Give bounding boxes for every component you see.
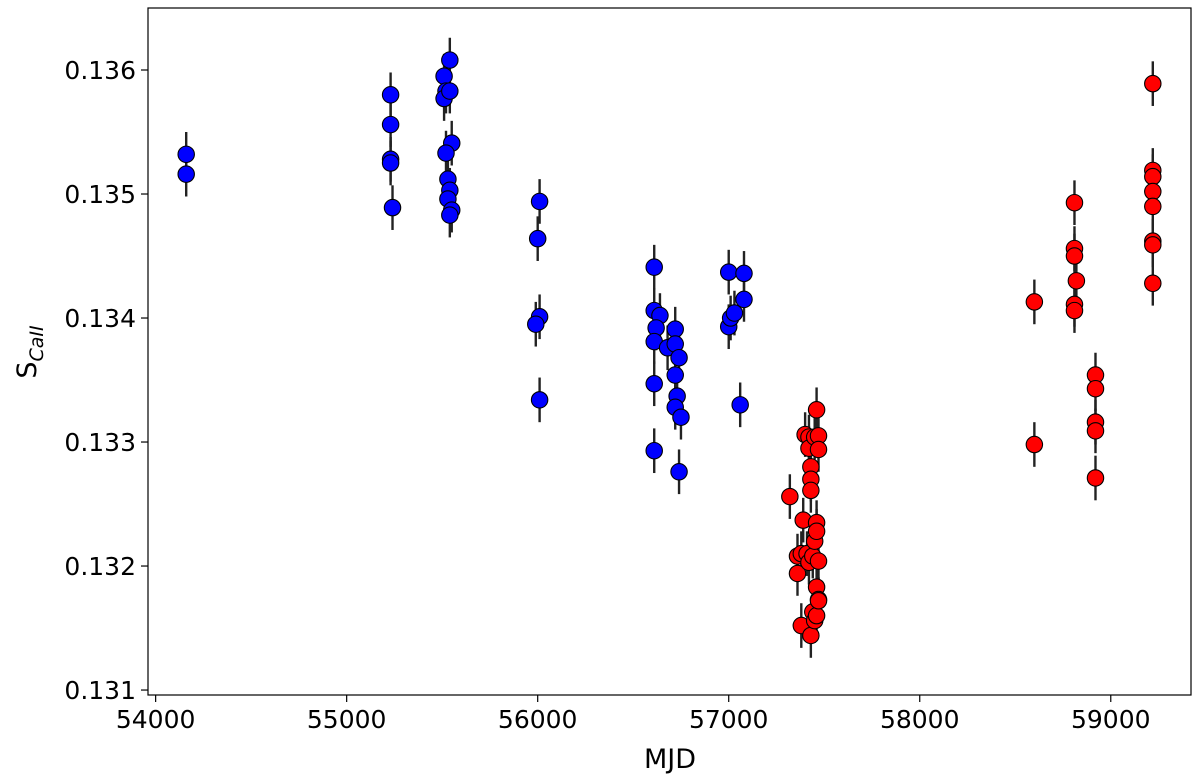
data-point — [1144, 167, 1162, 186]
data-point — [381, 86, 400, 104]
data-point — [809, 592, 828, 610]
data-point — [527, 315, 545, 333]
x-tick-label: 59000 — [1071, 705, 1151, 734]
y-axis-title-subscript: CaII — [26, 325, 48, 362]
x-tick-label: 55000 — [307, 705, 387, 734]
x-tick-label: 58000 — [880, 705, 960, 734]
data-point — [807, 401, 826, 419]
data-point — [1086, 469, 1105, 487]
data-point — [725, 304, 744, 322]
data-point — [1067, 272, 1086, 290]
data-point — [441, 51, 459, 69]
data-point — [672, 408, 690, 426]
data-point — [1144, 236, 1162, 254]
data-point — [666, 366, 684, 384]
data-point — [670, 463, 688, 481]
data-point — [666, 320, 684, 338]
data-point — [645, 258, 663, 276]
y-tick-label: 0.135 — [64, 180, 136, 209]
data-point — [177, 145, 195, 164]
data-point — [807, 522, 826, 541]
data-point — [670, 348, 688, 367]
y-tick-label: 0.133 — [64, 428, 136, 457]
data-point — [1144, 274, 1162, 293]
data-point — [437, 144, 455, 162]
data-point — [809, 552, 828, 570]
data-point — [807, 606, 826, 625]
data-point — [1025, 293, 1044, 311]
data-point — [731, 396, 749, 414]
y-tick-label: 0.136 — [64, 56, 136, 85]
x-tick-label: 57000 — [689, 705, 769, 734]
data-point — [383, 198, 402, 217]
data-point — [645, 441, 663, 460]
data-point — [719, 263, 738, 281]
data-point — [809, 440, 828, 459]
data-point — [177, 165, 195, 183]
data-point — [528, 229, 547, 248]
y-axis-title-main: S — [12, 361, 43, 378]
data-point — [788, 564, 807, 583]
data-point — [781, 487, 799, 506]
x-tick-label: 56000 — [498, 705, 578, 734]
data-point — [1144, 182, 1162, 201]
x-axis-title: MJD — [644, 744, 696, 775]
data-point — [435, 67, 453, 85]
data-points — [177, 51, 1162, 645]
y-axis: 0.131 0.132 0.133 0.134 0.135 0.136 — [64, 56, 148, 705]
data-point — [1065, 247, 1084, 265]
data-point — [735, 264, 753, 283]
data-point — [802, 626, 820, 645]
y-tick-label: 0.132 — [64, 552, 136, 581]
x-tick-label: 54000 — [116, 705, 196, 734]
data-point — [381, 154, 400, 172]
data-point — [1086, 422, 1105, 440]
data-point — [1065, 193, 1084, 212]
data-point — [441, 206, 459, 224]
y-axis-title: SCaII — [12, 325, 48, 379]
data-point — [1065, 301, 1084, 320]
data-point — [645, 374, 663, 393]
data-point — [735, 290, 753, 309]
data-point — [441, 82, 459, 100]
data-point — [1144, 197, 1162, 216]
data-point — [1144, 74, 1162, 93]
data-point — [530, 391, 549, 409]
data-point — [381, 115, 400, 134]
y-tick-label: 0.134 — [64, 304, 136, 333]
x-axis: 54000 55000 56000 57000 58000 59000 — [116, 695, 1151, 734]
y-tick-label: 0.131 — [64, 676, 136, 705]
data-point — [530, 192, 549, 211]
data-point — [1025, 435, 1044, 454]
data-point — [1086, 379, 1105, 398]
data-point — [802, 481, 820, 500]
